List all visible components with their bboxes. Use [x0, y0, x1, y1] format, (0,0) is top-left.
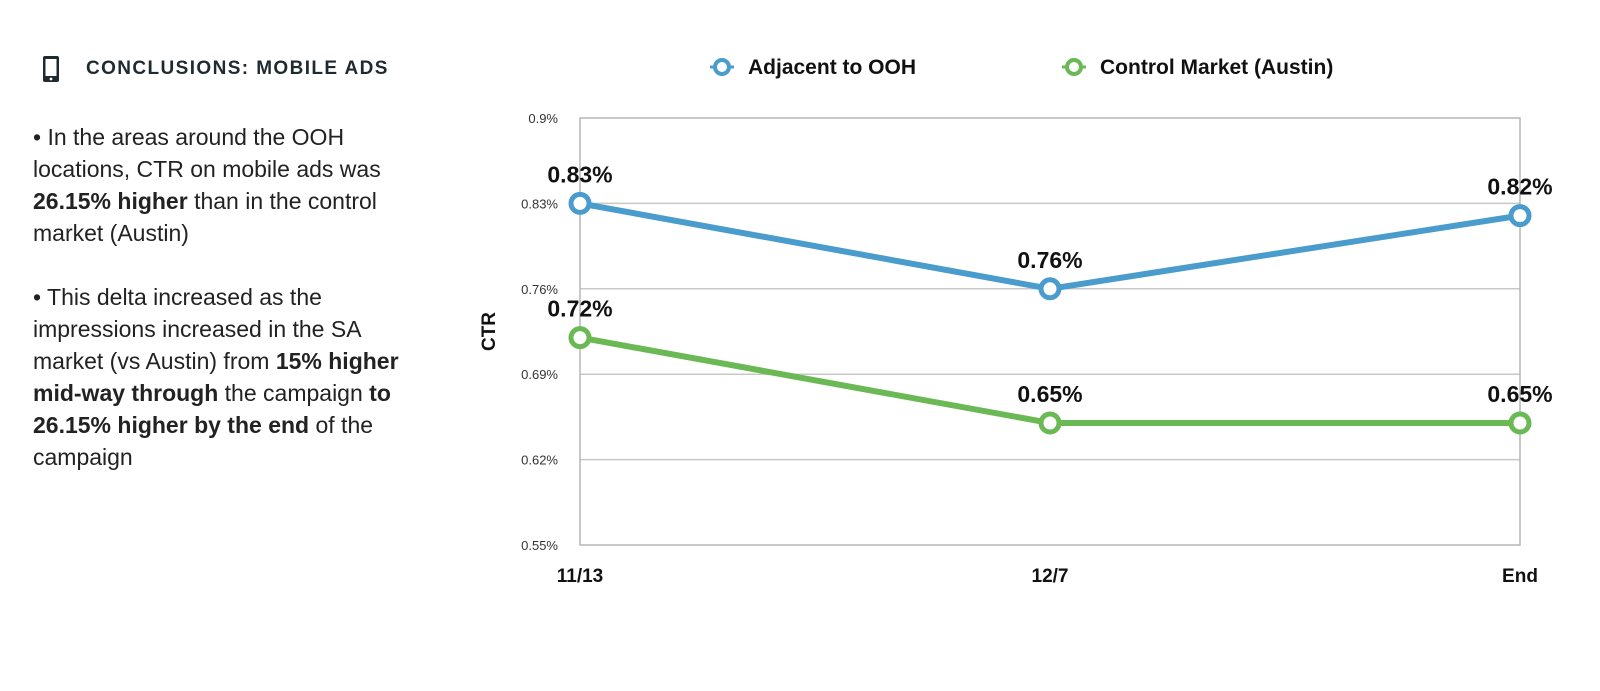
data-label: 0.76%	[1017, 247, 1082, 273]
bullet-2-run-2: the campaign	[218, 380, 370, 406]
bullet-2-run-4: of the campaign	[33, 412, 374, 470]
data-point	[568, 326, 592, 350]
y-tick-label: 0.69%	[521, 367, 558, 382]
bullet-2-run-3: to 26.15% higher by the end	[33, 380, 391, 438]
conclusion-bullets: • In the areas around the OOH locations,…	[33, 121, 433, 505]
legend-label: Control Market (Austin)	[1100, 56, 1333, 79]
bullet-1-run-1: 26.15% higher	[33, 188, 188, 214]
data-label: 0.65%	[1487, 381, 1552, 407]
data-point	[1508, 411, 1532, 435]
y-tick-label: 0.9%	[528, 111, 558, 126]
bullet-1-run-0: • In the areas around the OOH locations,…	[33, 124, 381, 182]
bullet-1-run-2: than in the control market (Austin)	[33, 188, 377, 246]
x-tick-label: End	[1502, 566, 1538, 587]
data-label: 0.72%	[547, 296, 612, 322]
y-tick-label: 0.55%	[521, 538, 558, 553]
plot-frame	[579, 117, 1521, 546]
x-tick-label: 11/13	[557, 566, 604, 587]
bullet-2-run-0: • This delta increased as the impression…	[33, 284, 361, 374]
data-point	[1508, 204, 1532, 228]
y-tick-label: 0.76%	[521, 282, 558, 297]
data-label: 0.83%	[547, 161, 612, 187]
legend-swatch-marker	[1065, 58, 1083, 76]
y-tick-label: 0.83%	[521, 196, 558, 211]
bullet-1: • In the areas around the OOH locations,…	[33, 121, 433, 249]
data-point	[1038, 411, 1062, 435]
data-point	[568, 191, 592, 215]
mobile-phone-icon	[43, 56, 59, 82]
y-tick-label: 0.62%	[521, 453, 558, 468]
bullet-2-run-1: 15% higher mid-way through	[33, 348, 399, 406]
legend-swatch-marker	[713, 58, 731, 76]
data-label: 0.65%	[1017, 381, 1082, 407]
slide-header: CONCLUSIONS: MOBILE ADS	[40, 55, 389, 83]
data-label: 0.82%	[1487, 174, 1552, 200]
slide-title: CONCLUSIONS: MOBILE ADS	[86, 58, 389, 79]
x-tick-label: 12/7	[1032, 566, 1069, 587]
data-point	[1038, 277, 1062, 301]
legend-label: Adjacent to OOH	[748, 56, 916, 79]
bullet-2: • This delta increased as the impression…	[33, 281, 433, 473]
y-axis-label: CTR	[479, 312, 500, 351]
